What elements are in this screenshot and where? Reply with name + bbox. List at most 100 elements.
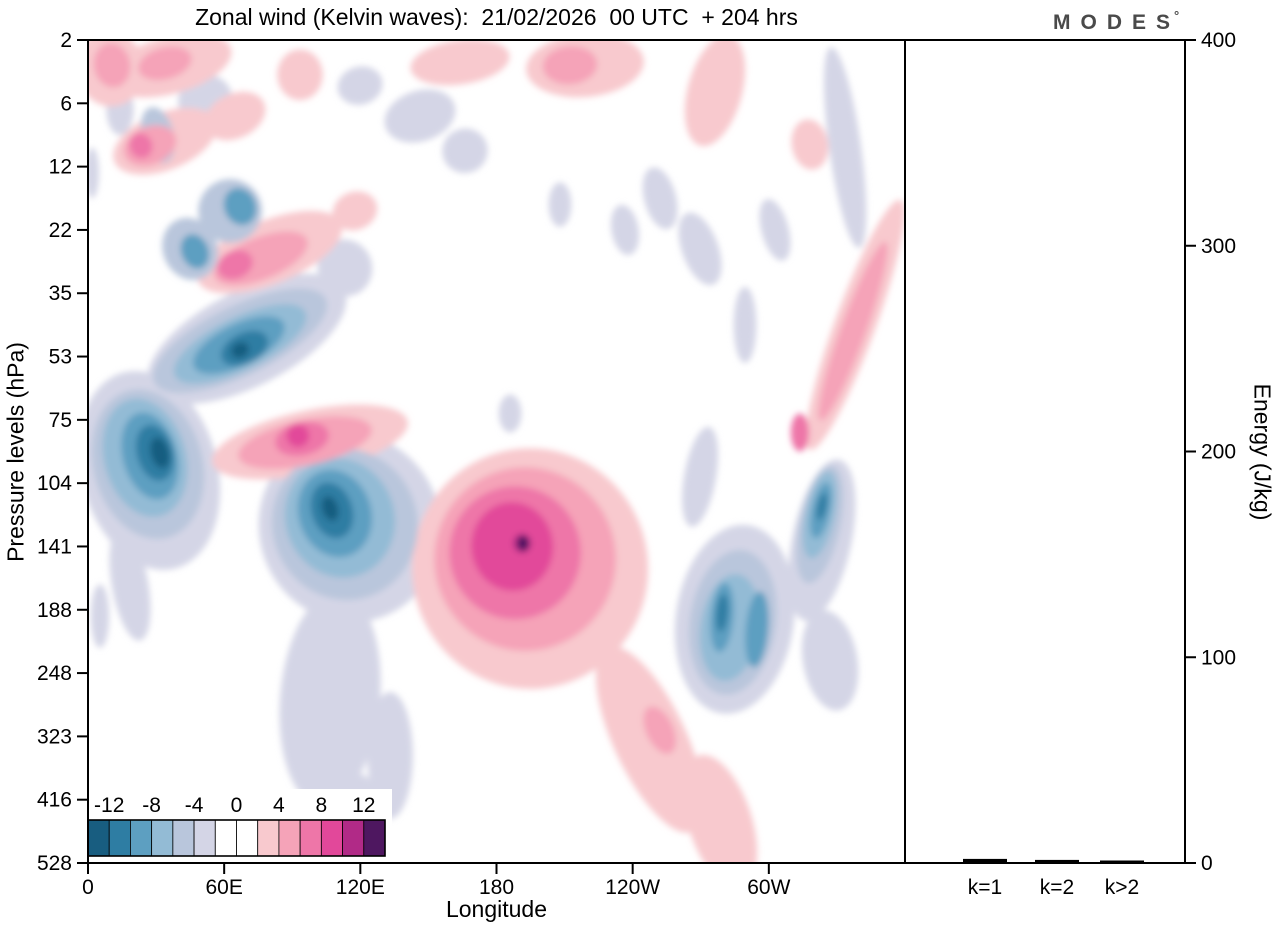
contour-blob	[471, 502, 554, 591]
contour-blob	[384, 89, 456, 143]
colorbar-cell	[363, 819, 386, 857]
colorbar-cell	[257, 819, 280, 857]
contour-blob	[442, 128, 488, 174]
energy-bar	[1100, 860, 1144, 863]
energy-tick-label: 400	[1201, 29, 1236, 52]
colorbar-tick-label: -12	[94, 794, 124, 817]
pressure-tick-label: 6	[60, 92, 72, 115]
colorbar-cell	[193, 819, 216, 857]
chart-title: Zonal wind (Kelvin waves): 21/02/2026 00…	[195, 4, 798, 30]
colorbar-tick-label: 4	[273, 794, 285, 817]
colorbar-tick-label: 0	[231, 794, 243, 817]
pressure-tick-label: 104	[37, 472, 72, 495]
pressure-tick-label: 12	[49, 156, 72, 179]
colorbar-cell	[214, 819, 237, 857]
contour-blob	[682, 426, 719, 527]
contour-blob	[90, 584, 110, 648]
pressure-tick-label: 248	[37, 662, 72, 685]
colorbar-cell	[108, 819, 131, 857]
contour-blob	[816, 492, 828, 521]
contour-blob	[823, 47, 867, 248]
wavenumber-label: k=1	[968, 876, 1002, 899]
modes-logo: MODES°	[1053, 8, 1179, 35]
contour-blob	[180, 234, 210, 269]
energy-tick-label: 300	[1201, 235, 1236, 258]
pressure-tick-label: 141	[37, 535, 72, 558]
contour-blob	[542, 46, 598, 85]
pressure-tick-label: 53	[49, 346, 72, 369]
contour-blob	[223, 187, 257, 226]
contour-blob	[498, 394, 522, 433]
pressure-tick-label: 416	[37, 789, 72, 812]
contour-blob	[231, 342, 249, 359]
contour-blob	[759, 199, 791, 261]
colorbar-tick-label: 8	[316, 794, 328, 817]
energy-tick-label: 0	[1201, 852, 1213, 875]
colorbar-cell	[320, 819, 343, 857]
contour-blob	[678, 212, 722, 286]
contour-field	[89, 41, 904, 862]
energy-bar	[1035, 859, 1079, 863]
contour-blob	[317, 239, 373, 297]
contour-blob	[684, 41, 746, 147]
contour-blob	[682, 754, 758, 862]
energy-bar	[963, 858, 1007, 863]
contour-blob	[286, 424, 310, 448]
contour-blob	[517, 535, 529, 551]
contour-blob	[138, 46, 192, 81]
pressure-tick-label: 528	[37, 852, 72, 875]
contour-blob	[642, 167, 678, 230]
contour-blob	[745, 591, 769, 668]
pressure-tick-label: 188	[37, 599, 72, 622]
modes-logo-text: MODES	[1053, 11, 1181, 34]
pressure-tick-label: 2	[60, 29, 72, 52]
colorbar-tick-label: 12	[352, 794, 375, 817]
contour-blob	[716, 593, 729, 632]
colorbar-tick-label: -8	[142, 794, 161, 817]
longitude-tick-label: 0	[82, 876, 94, 899]
colorbar-tick-label: -4	[185, 794, 204, 817]
contour-blob	[277, 49, 323, 101]
energy-tick-label: 200	[1201, 441, 1236, 464]
colorbar: -12 -8 -4 0 4 8 12	[86, 789, 392, 858]
contour-blob	[279, 591, 381, 806]
contour-blob	[89, 147, 99, 199]
pressure-tick-label: 22	[49, 219, 72, 242]
contour-blob	[791, 119, 829, 170]
colorbar-cell	[236, 819, 259, 857]
contour-blob	[367, 692, 413, 819]
wavenumber-label: k=2	[1040, 876, 1074, 899]
contour-blob	[150, 437, 170, 469]
contour-blob	[204, 91, 266, 141]
longitude-tick-label: 60W	[747, 876, 790, 899]
longitude-tick-label: 120E	[336, 876, 385, 899]
colorbar-cell	[172, 819, 195, 857]
contour-blob	[332, 191, 378, 231]
pressure-tick-label: 75	[49, 409, 72, 432]
contour-blob	[801, 610, 859, 711]
wavenumber-label: k>2	[1105, 876, 1139, 899]
contour-blob	[818, 241, 888, 421]
longitude-tick-label: 120W	[605, 876, 660, 899]
colorbar-cell	[130, 819, 153, 857]
degree-mark-icon: °	[1174, 8, 1180, 23]
contour-blob	[643, 706, 677, 754]
longitude-tick-label: 180	[479, 876, 514, 899]
contour-blob	[109, 528, 151, 641]
colorbar-cell	[278, 819, 301, 857]
contour-blob	[321, 496, 339, 521]
longitude-tick-label: 60E	[205, 876, 242, 899]
contour-blob	[790, 413, 810, 452]
contour-blob	[548, 182, 572, 227]
contour-blob	[410, 41, 510, 86]
pressure-tick-label: 35	[49, 282, 72, 305]
contour-blob	[129, 133, 153, 159]
contour-blob	[93, 43, 131, 88]
energy-tick-label: 100	[1201, 646, 1236, 669]
contour-blob	[733, 286, 757, 363]
contour-blob	[217, 250, 253, 280]
pressure-tick-label: 323	[37, 725, 72, 748]
